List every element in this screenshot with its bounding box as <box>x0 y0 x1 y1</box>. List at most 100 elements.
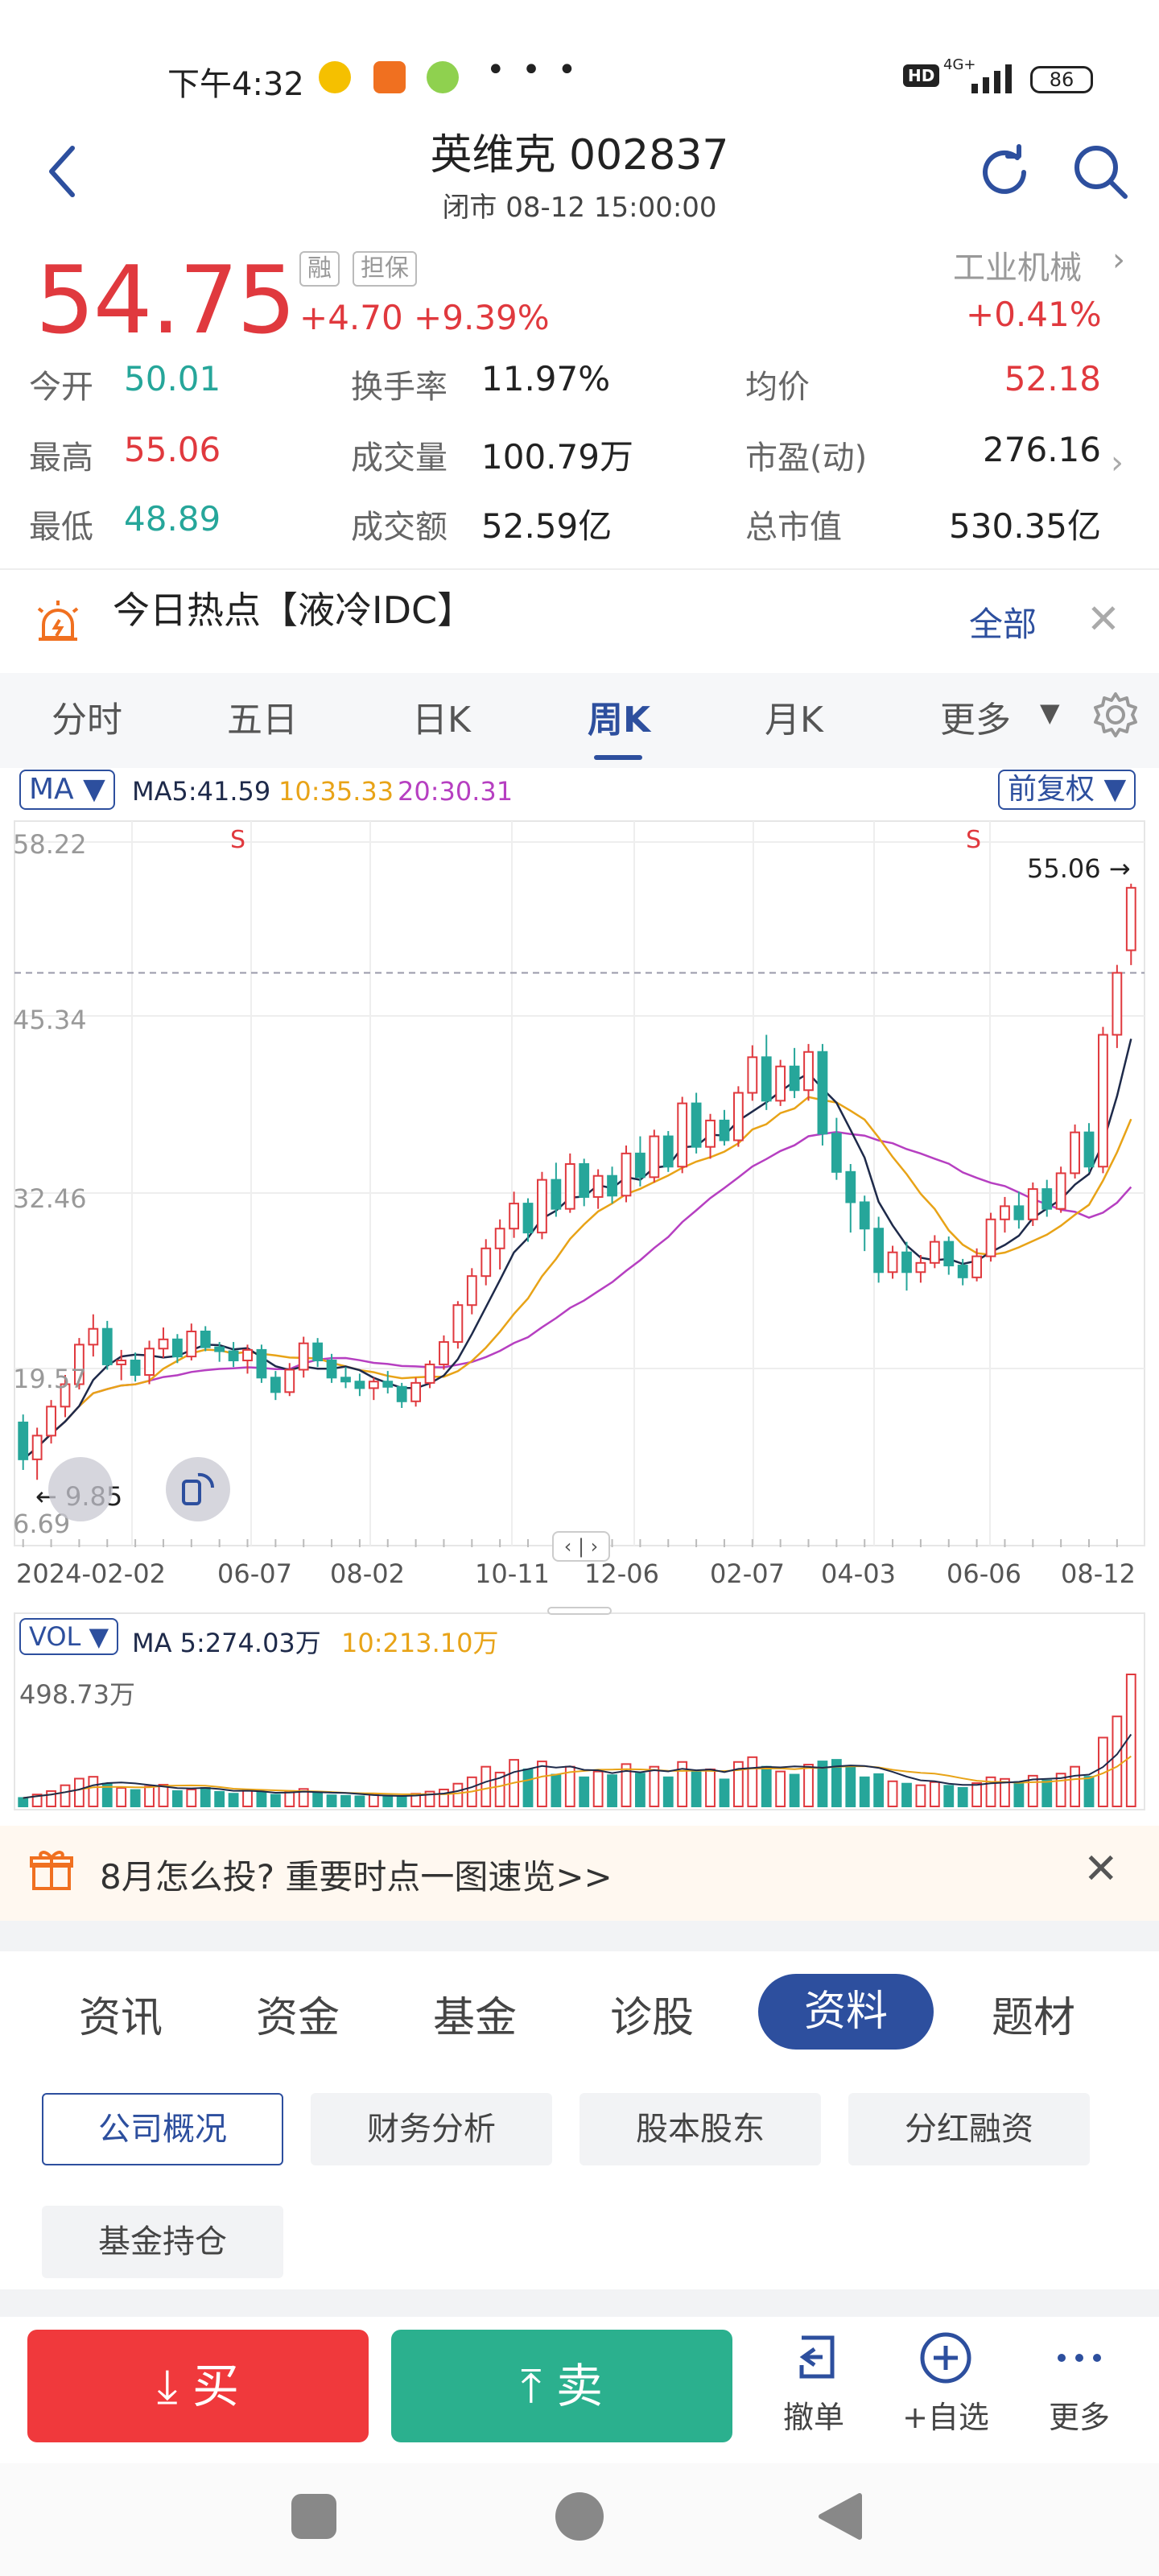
candle-body <box>985 1218 996 1257</box>
tab-profile[interactable]: 资料 <box>758 1974 934 2050</box>
volume-bar <box>481 1765 492 1807</box>
candle-body <box>803 1051 814 1092</box>
tab-funds-flow[interactable]: 资金 <box>256 1994 340 2042</box>
candle-body <box>929 1241 940 1264</box>
stat-label: 最低 <box>29 509 93 546</box>
volume-bar <box>368 1794 379 1808</box>
candle-body <box>1083 1131 1095 1168</box>
candle-body <box>1098 1034 1108 1168</box>
tab-more[interactable]: 更多 <box>940 700 1011 741</box>
pane-resize-handle[interactable] <box>547 1607 612 1615</box>
volume-bar <box>831 1759 842 1808</box>
volume-bar <box>158 1784 169 1808</box>
tab-news[interactable]: 资讯 <box>79 1994 163 2042</box>
candle-body <box>719 1119 730 1141</box>
candle-body <box>31 1435 43 1460</box>
candle-body <box>214 1346 225 1352</box>
sector-link[interactable]: 工业机械 <box>953 250 1082 287</box>
volume-bar <box>171 1790 183 1808</box>
chip-fund-holdings[interactable]: 基金持仓 <box>42 2206 283 2278</box>
x-tick: 06-07 <box>217 1558 292 1589</box>
candle-body <box>579 1162 590 1198</box>
add-watchlist-button[interactable]: +自选 <box>893 2330 998 2442</box>
hot-topic-all-link[interactable]: 全部 <box>969 605 1037 644</box>
current-price: 54.75 <box>35 246 296 355</box>
volume-bar <box>732 1761 744 1808</box>
candle-body <box>551 1179 562 1210</box>
close-icon[interactable]: ✕ <box>1087 596 1120 642</box>
tab-intraday[interactable]: 分时 <box>52 700 122 741</box>
chevron-right-icon[interactable]: › <box>1111 444 1124 481</box>
tab-fund[interactable]: 基金 <box>433 1994 518 2042</box>
chip-shareholders[interactable]: 股本股东 <box>580 2093 821 2165</box>
chip-dividends[interactable]: 分红融资 <box>848 2093 1090 2165</box>
volume-bar <box>719 1778 730 1808</box>
volume-bar <box>859 1776 870 1807</box>
tab-weekly-k[interactable]: 周K <box>588 700 651 741</box>
volume-bar <box>845 1765 856 1807</box>
kline-chart[interactable] <box>0 760 1159 1823</box>
tab-diagnosis[interactable]: 诊股 <box>610 1994 695 2042</box>
ma10-line <box>22 1096 1132 1460</box>
tab-daily-k[interactable]: 日K <box>412 700 471 741</box>
vol-selector[interactable]: VOL ▼ <box>19 1618 119 1655</box>
volume-bar <box>873 1773 885 1807</box>
candle-body <box>621 1152 632 1197</box>
volume-bar <box>200 1786 211 1808</box>
gear-icon[interactable] <box>1091 691 1140 739</box>
vol-max-label: 498.73万 <box>19 1679 135 1710</box>
volume-bar <box>494 1771 505 1807</box>
candle-body <box>1112 972 1123 1036</box>
x-tick: 02-07 <box>710 1558 785 1589</box>
chip-financial-analysis[interactable]: 财务分析 <box>311 2093 552 2165</box>
ma-selector[interactable]: MA ▼ <box>19 770 115 810</box>
volume-bar <box>130 1789 141 1807</box>
x-tick: 06-06 <box>947 1558 1021 1589</box>
tab-five-day[interactable]: 五日 <box>227 700 298 741</box>
volume-bar <box>761 1765 772 1807</box>
ma20-value: 20:30.31 <box>398 776 514 807</box>
chip-company-overview[interactable]: 公司概况 <box>42 2093 283 2165</box>
tab-monthly-k[interactable]: 月K <box>765 700 823 741</box>
chevron-right-icon[interactable]: › <box>1112 242 1125 279</box>
candle-body <box>915 1261 926 1274</box>
candle-body <box>607 1174 617 1197</box>
candle-body <box>732 1092 744 1141</box>
search-icon[interactable] <box>1070 142 1130 201</box>
rotate-button[interactable] <box>48 1457 113 1521</box>
cancel-order-button[interactable]: 撤单 <box>761 2330 866 2442</box>
back-nav-icon[interactable] <box>816 2491 864 2542</box>
candle-body <box>1055 1172 1066 1210</box>
volume-bar <box>396 1796 407 1808</box>
recents-icon[interactable] <box>291 2494 336 2539</box>
sell-icon: ⤒ <box>520 2359 542 2413</box>
chevron-down-icon[interactable]: ▼ <box>1040 697 1060 728</box>
more-button[interactable]: 更多 <box>1027 2330 1132 2442</box>
ma5-line <box>22 1038 1132 1460</box>
candle-body <box>312 1342 324 1362</box>
volume-bar <box>1125 1674 1136 1807</box>
promo-text[interactable]: 8月怎么投? 重要时点一图速览>> <box>100 1857 612 1897</box>
volume-bar <box>256 1791 267 1807</box>
hot-topic-text[interactable]: 今日热点【液冷IDC】 <box>113 588 475 632</box>
home-icon[interactable] <box>555 2492 604 2541</box>
refresh-icon[interactable] <box>975 143 1033 201</box>
promo-banner[interactable] <box>0 1826 1159 1921</box>
close-icon[interactable]: ✕ <box>1083 1845 1119 1893</box>
volume-bar <box>116 1786 127 1808</box>
back-icon[interactable] <box>45 143 77 200</box>
adjust-selector[interactable]: 前复权 ▼ <box>998 770 1136 810</box>
volume-bar <box>747 1756 758 1808</box>
chart-drag-handle[interactable]: ‹ | › <box>552 1531 610 1562</box>
sell-button[interactable]: ⤒ 卖 <box>391 2330 732 2442</box>
candle-body <box>887 1251 898 1274</box>
status-bar: 下午4:32 • • • HD 4G+ 86 <box>0 0 1159 153</box>
candle-body <box>284 1368 295 1393</box>
buy-button[interactable]: ⤓ 买 <box>27 2330 369 2442</box>
candle-body <box>354 1381 365 1389</box>
more-notifications-icon: • • • <box>486 52 580 89</box>
stat-value: 11.97% <box>481 359 611 398</box>
volume-bar <box>522 1768 534 1807</box>
tab-themes[interactable]: 题材 <box>992 1994 1076 2042</box>
volume-bar <box>354 1795 365 1808</box>
